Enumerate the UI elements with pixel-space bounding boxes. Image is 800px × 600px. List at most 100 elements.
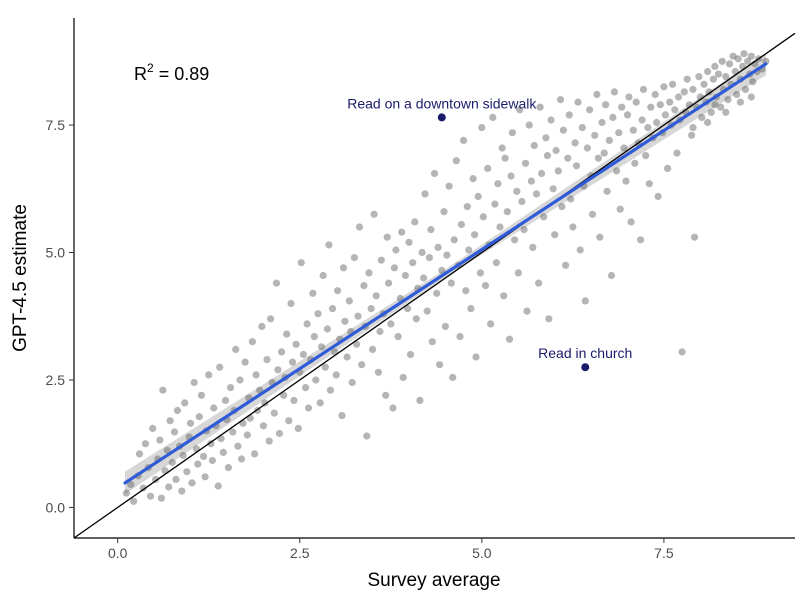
- data-point: [521, 159, 530, 167]
- data-point: [166, 417, 174, 425]
- data-point: [443, 251, 451, 259]
- data-point: [390, 264, 398, 272]
- data-point: [711, 62, 719, 70]
- data-point: [272, 279, 281, 287]
- ticks-layer: 0.0 2.5 5.0 7.5 0.0 2.5 5.0 7.5: [46, 117, 674, 561]
- r-squared-value: 0.89: [174, 64, 209, 84]
- data-point: [551, 231, 559, 239]
- data-point: [615, 129, 623, 137]
- data-point: [596, 233, 604, 241]
- data-point: [165, 483, 173, 491]
- data-point: [594, 154, 603, 162]
- highlight-layer: Read on a downtown sidewalk Read in churc…: [347, 95, 632, 372]
- data-point: [678, 348, 686, 356]
- data-point: [540, 213, 548, 221]
- data-point: [188, 479, 196, 487]
- data-point: [398, 228, 406, 236]
- data-point: [627, 218, 635, 226]
- data-point: [510, 236, 519, 244]
- data-point: [472, 353, 480, 361]
- data-point: [600, 149, 608, 157]
- data-point: [744, 57, 752, 65]
- data-point: [183, 468, 191, 476]
- data-point: [467, 305, 475, 313]
- data-point: [163, 446, 171, 454]
- data-point: [363, 432, 371, 440]
- data-point: [669, 80, 677, 88]
- data-point: [449, 373, 457, 381]
- data-point: [602, 101, 610, 109]
- data-point: [376, 327, 384, 336]
- data-point: [219, 448, 227, 456]
- data-point: [724, 96, 732, 104]
- data-point: [463, 203, 471, 211]
- data-point: [460, 136, 468, 144]
- r-squared-equals: =: [154, 64, 175, 84]
- data-point: [267, 315, 275, 323]
- data-point: [243, 431, 251, 439]
- data-point: [328, 305, 337, 313]
- data-point: [536, 103, 544, 111]
- data-point: [248, 338, 256, 346]
- data-point: [287, 299, 295, 308]
- data-point: [159, 386, 167, 394]
- data-point: [749, 78, 757, 86]
- r-squared-symbol: R: [134, 64, 147, 84]
- data-point: [683, 75, 691, 83]
- data-point: [690, 233, 699, 241]
- data-point: [733, 90, 741, 99]
- data-point: [747, 52, 755, 60]
- data-point: [440, 208, 448, 216]
- data-point: [358, 361, 366, 369]
- data-point: [462, 287, 470, 295]
- data-point: [664, 164, 672, 172]
- data-point: [170, 428, 179, 436]
- data-point: [278, 348, 286, 356]
- data-point: [406, 350, 415, 359]
- data-point: [194, 460, 202, 468]
- data-point: [695, 73, 703, 81]
- data-point: [178, 487, 186, 495]
- data-point: [288, 358, 297, 366]
- data-point: [452, 157, 460, 165]
- data-point: [489, 113, 497, 121]
- data-point: [586, 106, 594, 114]
- data-point: [642, 152, 650, 160]
- data-point: [205, 371, 213, 379]
- data-point: [197, 391, 205, 399]
- data-point: [274, 366, 282, 374]
- data-point: [647, 103, 655, 111]
- data-point: [383, 233, 391, 241]
- y-tick-label: 5.0: [46, 245, 66, 261]
- data-point: [303, 320, 311, 328]
- data-point: [496, 223, 504, 231]
- regression-fit-line: [123, 62, 768, 485]
- data-point: [471, 231, 479, 239]
- identity-line: [73, 32, 796, 539]
- data-point: [671, 106, 679, 114]
- data-point: [441, 322, 449, 330]
- data-point: [704, 67, 712, 76]
- y-tick-label: 2.5: [46, 372, 66, 388]
- data-point: [505, 335, 514, 343]
- data-point: [491, 200, 499, 208]
- data-point: [232, 345, 240, 353]
- data-point: [450, 236, 458, 244]
- data-point: [717, 103, 725, 111]
- data-point: [319, 271, 327, 280]
- data-point: [146, 492, 155, 500]
- data-point: [365, 269, 373, 277]
- highlight-label: Read on a downtown sidewalk: [347, 95, 537, 111]
- data-point: [567, 195, 575, 203]
- data-point: [725, 60, 734, 68]
- data-point: [514, 269, 522, 277]
- data-point: [722, 108, 730, 116]
- data-point: [360, 282, 368, 290]
- data-point: [543, 152, 552, 160]
- data-point: [552, 146, 560, 155]
- data-point: [350, 254, 358, 262]
- data-point: [122, 489, 130, 497]
- data-point: [392, 246, 400, 254]
- data-point: [445, 182, 453, 190]
- data-point: [547, 116, 555, 124]
